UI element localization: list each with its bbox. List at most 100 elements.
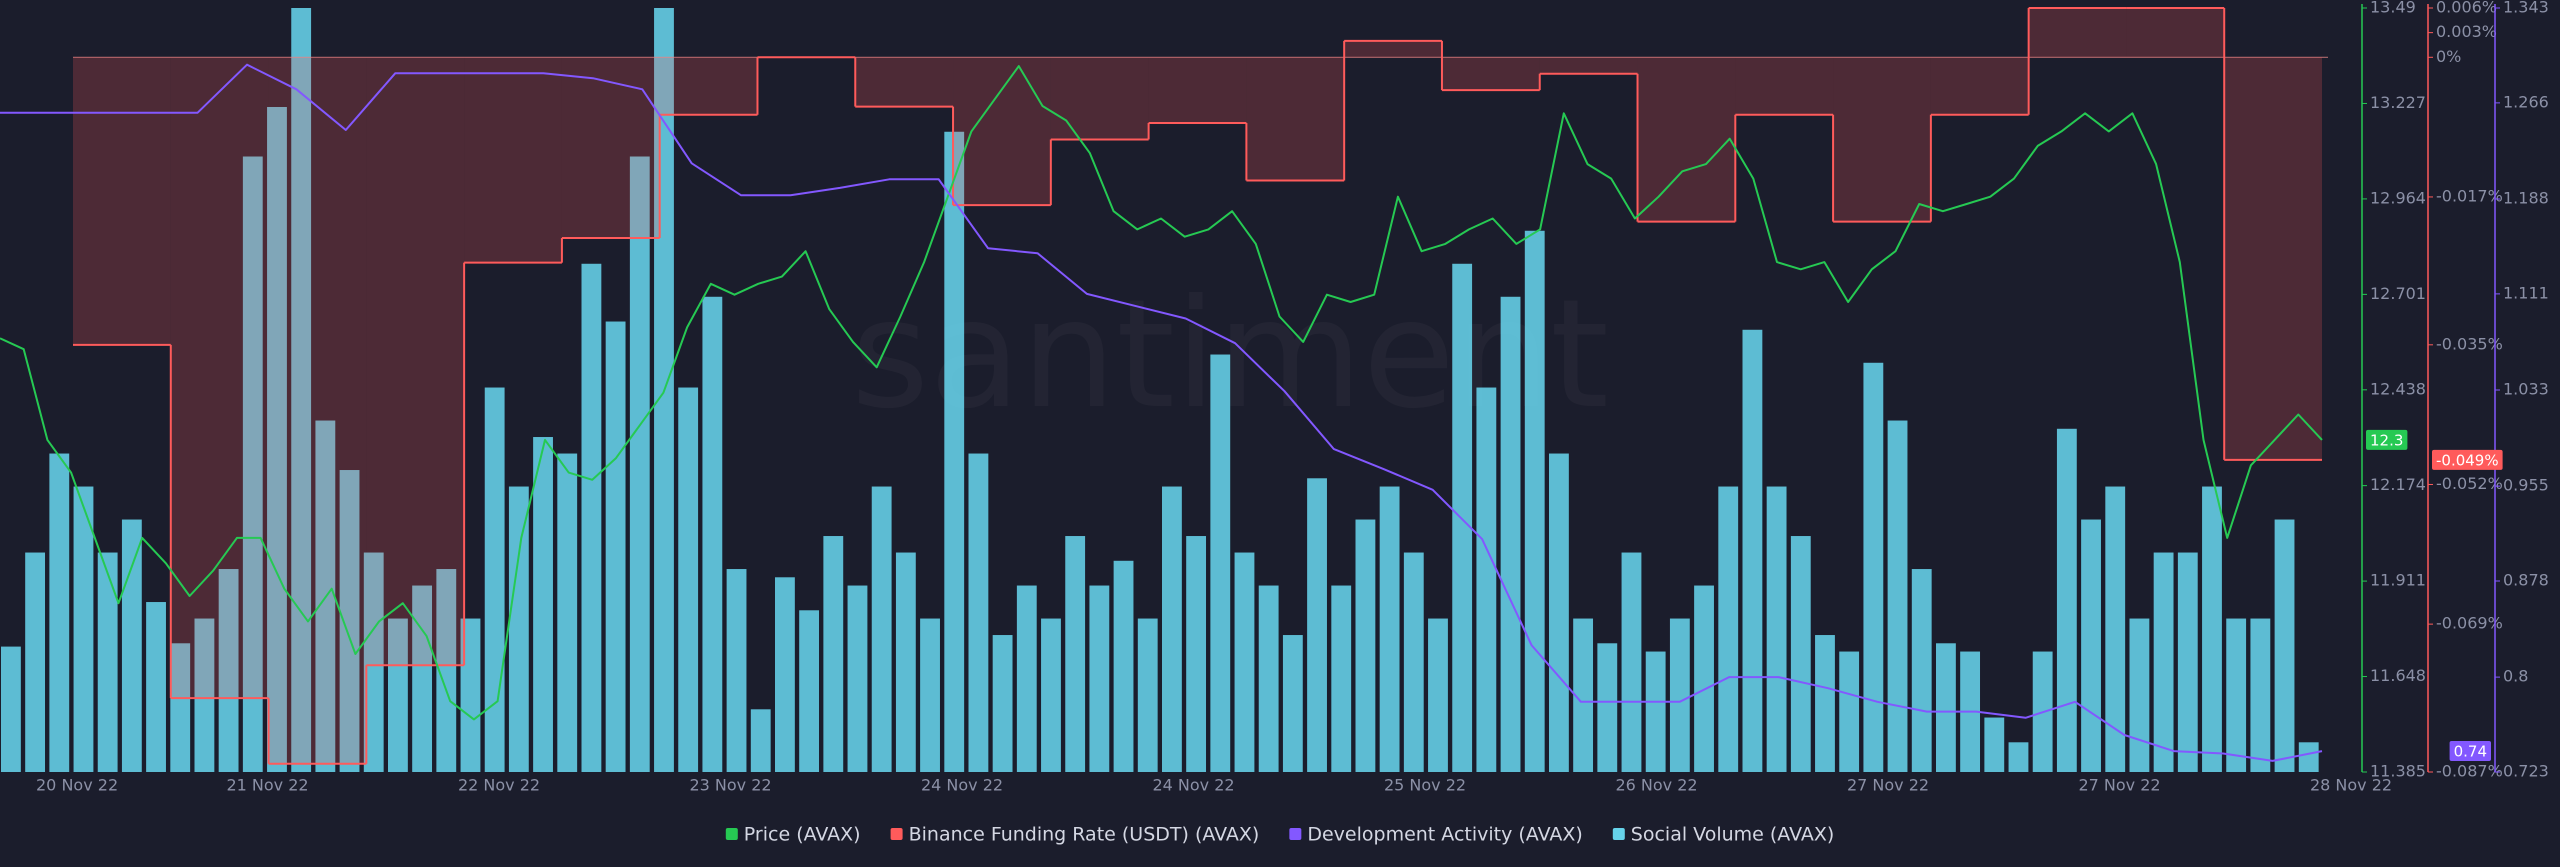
x-tick-label: 27 Nov 22	[2078, 776, 2160, 795]
bar	[2008, 742, 2029, 772]
legend-label: Price (AVAX)	[744, 824, 861, 846]
bar	[508, 486, 529, 772]
legend-swatch	[725, 828, 738, 840]
bar	[920, 618, 940, 772]
bar	[1428, 618, 1448, 772]
y-tick-label: 0.723	[2503, 762, 2549, 781]
funding-area	[1441, 57, 1540, 91]
bar	[557, 453, 578, 772]
bar	[1162, 486, 1182, 772]
y-tick-label: 11.648	[2370, 666, 2426, 685]
x-tick-label: 27 Nov 22	[1847, 776, 1929, 795]
bar	[1234, 552, 1255, 772]
y-tick-label: 0.955	[2503, 476, 2549, 495]
bar	[1258, 585, 1279, 772]
badge-box	[2366, 429, 2408, 450]
funding-area	[953, 57, 1051, 206]
x-tick-label: 21 Nov 22	[226, 776, 308, 795]
x-tick-label: 26 Nov 22	[1615, 776, 1697, 795]
bar	[49, 453, 70, 772]
bar	[388, 618, 408, 772]
value-badge: -0.049%	[2432, 449, 2503, 470]
y-tick-label: 1.188	[2503, 189, 2549, 208]
legend-swatch	[1289, 828, 1302, 840]
bar	[1694, 585, 1714, 772]
legend-label: Social Volume (AVAX)	[1631, 824, 1834, 846]
bar	[871, 486, 892, 772]
bar	[968, 453, 989, 772]
badge-box	[2449, 741, 2491, 762]
bar	[1573, 618, 1594, 772]
x-tick-label: 20 Nov 22	[36, 776, 118, 795]
bar	[1210, 354, 1231, 772]
funding-area	[1148, 57, 1247, 124]
funding-area	[73, 57, 171, 345]
bar	[121, 519, 142, 772]
y-tick-label: 1.343	[2503, 0, 2549, 17]
bar	[1597, 643, 1618, 772]
bar	[2129, 618, 2150, 772]
bar	[895, 552, 916, 772]
legend-swatch	[1612, 828, 1625, 840]
bar	[2298, 742, 2319, 772]
bar	[97, 552, 118, 772]
bar	[702, 296, 723, 772]
badge-text: 12.3	[2370, 431, 2403, 449]
y-tick-label: 11.385	[2370, 762, 2426, 781]
bar	[992, 635, 1013, 772]
funding-area	[170, 57, 269, 699]
bar	[1403, 552, 1424, 772]
bar	[1549, 453, 1569, 772]
y-tick-label: 0.8	[2503, 667, 2528, 686]
bar	[1, 646, 21, 772]
x-tick-label: 24 Nov 22	[1152, 776, 1234, 795]
bar	[1742, 329, 1763, 772]
bar	[1815, 635, 1835, 772]
badge-text: 0.74	[2454, 743, 2487, 761]
y-tick-label: 12.438	[2370, 379, 2426, 398]
bar	[1621, 552, 1642, 772]
bar	[242, 156, 263, 773]
funding-area	[1930, 57, 2029, 115]
bar	[291, 8, 312, 772]
bar	[1887, 420, 1908, 772]
value-badge: 0.74	[2449, 741, 2491, 762]
funding-area	[561, 57, 660, 239]
legend-label: Development Activity (AVAX)	[1307, 824, 1582, 846]
y-tick-label: -0.087%	[2436, 762, 2503, 781]
bar	[1766, 486, 1787, 772]
bar	[2056, 428, 2077, 772]
bar	[2250, 618, 2271, 772]
bar	[823, 536, 844, 772]
x-tick-label: 28 Nov 22	[2310, 776, 2392, 795]
bar	[1476, 387, 1497, 772]
bar	[2202, 486, 2222, 772]
funding-area	[1637, 57, 1736, 222]
bar	[2153, 552, 2174, 772]
bar	[218, 569, 239, 772]
y-tick-label: 12.701	[2370, 284, 2426, 303]
x-tick-label: 23 Nov 22	[689, 776, 771, 795]
funding-area	[2224, 57, 2322, 460]
bar	[339, 470, 360, 772]
bar	[2274, 519, 2295, 772]
bar	[533, 437, 553, 772]
funding-area	[464, 57, 562, 263]
bar	[1016, 585, 1037, 772]
bar	[170, 643, 191, 772]
y-tick-label: 12.174	[2370, 475, 2426, 494]
y-tick-label: 0%	[2436, 47, 2461, 66]
bar	[2226, 618, 2247, 772]
y-tick-label: 11.911	[2370, 571, 2426, 590]
funding-area	[1539, 57, 1638, 74]
bar	[1839, 651, 1860, 772]
legend-label: Binance Funding Rate (USDT) (AVAX)	[909, 824, 1260, 846]
funding-area	[1050, 57, 1149, 140]
line	[0, 63, 2323, 762]
funding-area	[1735, 57, 1834, 115]
bar	[2081, 519, 2101, 772]
bar	[1186, 536, 1207, 772]
bar	[73, 486, 94, 772]
bar	[1089, 585, 1110, 772]
